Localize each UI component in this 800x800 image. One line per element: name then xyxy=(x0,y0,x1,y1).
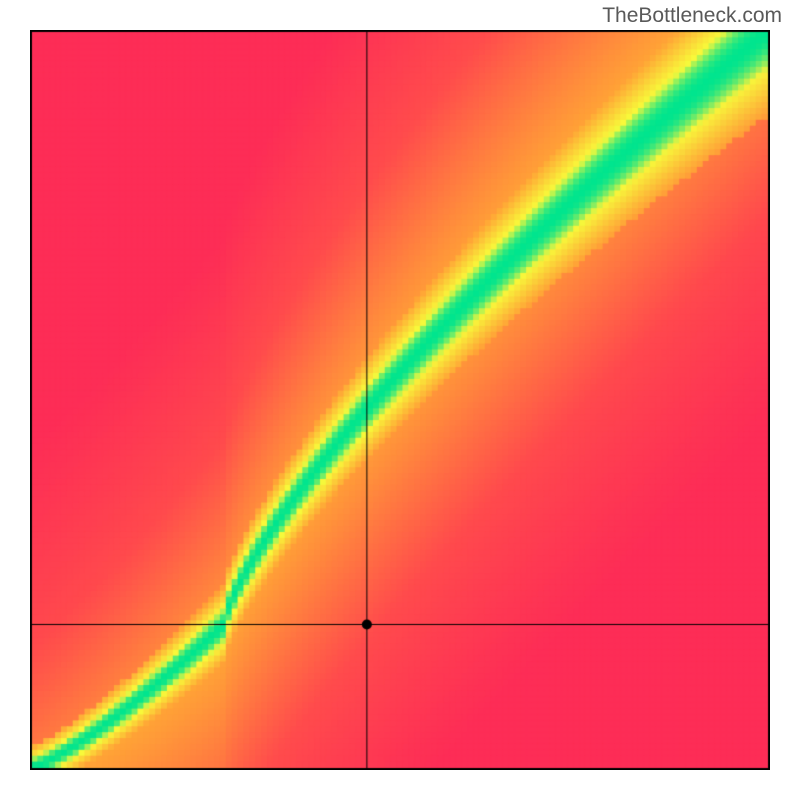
attribution-label: TheBottleneck.com xyxy=(602,4,782,28)
chart-container: { "attribution": "TheBottleneck.com", "c… xyxy=(0,0,800,800)
bottleneck-heatmap xyxy=(30,30,770,770)
